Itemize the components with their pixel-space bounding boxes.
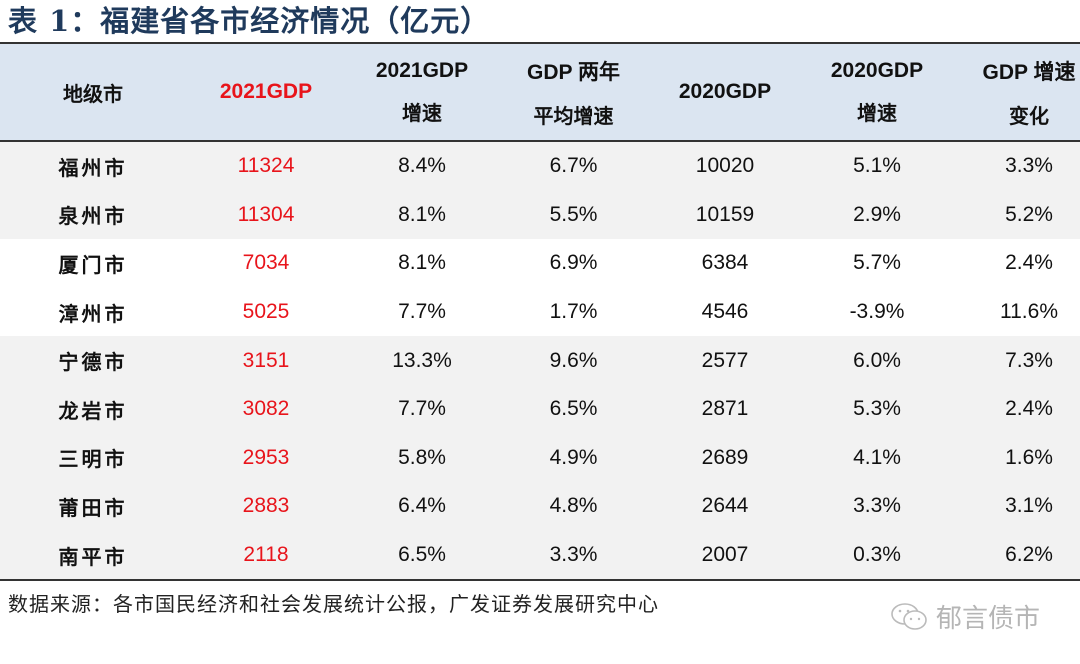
table-cell: 3151 <box>242 348 290 372</box>
column-header-line: 增速 <box>402 100 442 125</box>
table-cell: 4.1% <box>853 445 901 469</box>
table-cell: 5.2% <box>1005 202 1053 226</box>
table-cell: 6.2% <box>1005 543 1053 567</box>
table-row: 三明市 2953 5.8% 4.9% 2689 4.1% 1.6% <box>0 433 1080 483</box>
table-cell: 1.6% <box>1005 445 1053 469</box>
column-header-line: 2021GDP <box>219 80 313 103</box>
table-cell: 2.4% <box>1005 397 1053 421</box>
column-header: GDP 增速 变化 <box>953 44 1080 140</box>
table-cell: 3.1% <box>1005 494 1053 518</box>
table-cell: 1.7% <box>549 300 598 324</box>
table-cell: 2007 <box>701 543 749 567</box>
city-name-cell: 泉州市 <box>58 204 128 229</box>
table-header: 地级市 2021GDP 2021GDP 增速 GDP 两年 平均增速 2020GDP 2020… <box>0 44 1080 142</box>
watermark: 郁言债市 <box>890 598 1040 635</box>
table-cell: 10020 <box>695 154 755 178</box>
table-cell: 2.4% <box>1005 251 1053 275</box>
table-title: 表 1：福建省各市经济情况（亿元） <box>8 4 491 38</box>
table-cell: 4.9% <box>549 445 598 469</box>
table-cell: 0.3% <box>853 543 901 567</box>
table-cell: 7.7% <box>398 397 446 421</box>
table-cell: 2883 <box>242 494 290 518</box>
table-cell: 5.5% <box>549 202 598 226</box>
table-cell: 9.6% <box>549 348 598 372</box>
column-header: 2020GDP <box>649 44 801 140</box>
table-cell: 6.7% <box>549 154 598 178</box>
city-name-cell: 南平市 <box>58 544 128 569</box>
table-cell: 11.6% <box>1000 300 1058 324</box>
table-cell: 6.5% <box>549 397 598 421</box>
table-cell: 4.8% <box>549 494 598 518</box>
column-header: 2021GDP <box>186 44 346 140</box>
column-header-line: 地级市 <box>63 81 123 106</box>
table-cell: 10159 <box>695 202 755 226</box>
column-header-line: 增速 <box>857 100 897 125</box>
table-cell: 13.3% <box>392 348 452 372</box>
table-row: 南平市 2118 6.5% 3.3% 2007 0.3% 6.2% <box>0 530 1080 580</box>
city-name-cell: 漳州市 <box>58 301 128 326</box>
table-cell: 8.4% <box>398 154 446 178</box>
column-header-line: 2021GDP <box>375 58 469 82</box>
table-cell: 2644 <box>701 494 749 518</box>
table-row: 宁德市 3151 13.3% 9.6% 2577 6.0% 7.3% <box>0 336 1080 385</box>
table-cell: 7034 <box>242 251 290 275</box>
table-cell: 2118 <box>243 543 289 567</box>
table-cell: 4546 <box>701 300 749 324</box>
city-name-cell: 三明市 <box>58 447 128 472</box>
column-header: 2021GDP 增速 <box>346 44 498 140</box>
table-cell: 5025 <box>242 300 290 324</box>
table-cell: 5.1% <box>853 154 901 178</box>
table-cell: 2689 <box>701 445 749 469</box>
table-cell: 6.9% <box>549 251 598 275</box>
table-cell: 6.0% <box>853 348 901 372</box>
column-header: 地级市 <box>0 44 186 140</box>
table-cell: 8.1% <box>398 202 446 226</box>
city-name-cell: 宁德市 <box>58 350 128 375</box>
column-header-line: 平均增速 <box>533 103 614 128</box>
table-row: 漳州市 5025 7.7% 1.7% 4546 -3.9% 11.6% <box>0 287 1080 337</box>
table-cell: 5.8% <box>398 445 446 469</box>
table-cell: 3082 <box>242 397 290 421</box>
table-row: 厦门市 7034 8.1% 6.9% 6384 5.7% 2.4% <box>0 239 1080 288</box>
city-name-cell: 厦门市 <box>58 252 128 277</box>
table-row: 龙岩市 3082 7.7% 6.5% 2871 5.3% 2.4% <box>0 384 1080 434</box>
city-name-cell: 福州市 <box>58 155 128 180</box>
column-header-line: 变化 <box>1009 103 1049 128</box>
table-cell: 5.7% <box>853 251 901 275</box>
table-row: 福州市 11324 8.4% 6.7% 10020 5.1% 3.3% <box>0 142 1080 191</box>
table-cell: 11304 <box>237 202 295 226</box>
table-cell: 11324 <box>237 154 295 178</box>
column-header-line: GDP 两年 <box>527 60 620 84</box>
table-cell: 2577 <box>701 348 749 372</box>
column-header-line: GDP 增速 <box>982 60 1076 84</box>
table-cell: 5.3% <box>853 397 901 421</box>
table-cell: -3.9% <box>849 300 905 324</box>
table-cell: 7.3% <box>1005 348 1053 372</box>
column-header-line: 2020GDP <box>678 80 772 103</box>
city-name-cell: 龙岩市 <box>58 398 128 423</box>
table-row: 莆田市 2883 6.4% 4.8% 2644 3.3% 3.1% <box>0 482 1080 531</box>
table-cell: 2.9% <box>853 202 901 226</box>
table-cell: 2871 <box>701 397 749 421</box>
table-cell: 3.3% <box>1005 154 1053 178</box>
table-cell: 3.3% <box>853 494 901 518</box>
table-cell: 8.1% <box>398 251 446 275</box>
column-header-line: 2020GDP <box>830 58 924 82</box>
source-note: 数据来源：各市国民经济和社会发展统计公报，广发证券发展研究中心 <box>8 592 659 616</box>
table-row: 泉州市 11304 8.1% 5.5% 10159 2.9% 5.2% <box>0 190 1080 240</box>
table-cell: 7.7% <box>398 300 446 324</box>
table-body: 福州市 11324 8.4% 6.7% 10020 5.1% 3.3% 泉州市 11304 8.1… <box>0 142 1080 580</box>
column-header: GDP 两年 平均增速 <box>498 44 649 140</box>
table-cell: 6.5% <box>398 543 446 567</box>
table-cell: 6.4% <box>398 494 446 518</box>
wechat-icon <box>891 602 927 630</box>
table-cell: 3.3% <box>549 543 598 567</box>
table-cell: 2953 <box>242 445 290 469</box>
column-header: 2020GDP 增速 <box>801 44 953 140</box>
city-name-cell: 莆田市 <box>58 495 128 520</box>
watermark-text: 郁言债市 <box>936 603 1041 633</box>
gdp-table: 地级市 2021GDP 2021GDP 增速 GDP 两年 平均增速 2020GDP 2020… <box>0 42 1080 582</box>
table-cell: 6384 <box>701 251 749 275</box>
